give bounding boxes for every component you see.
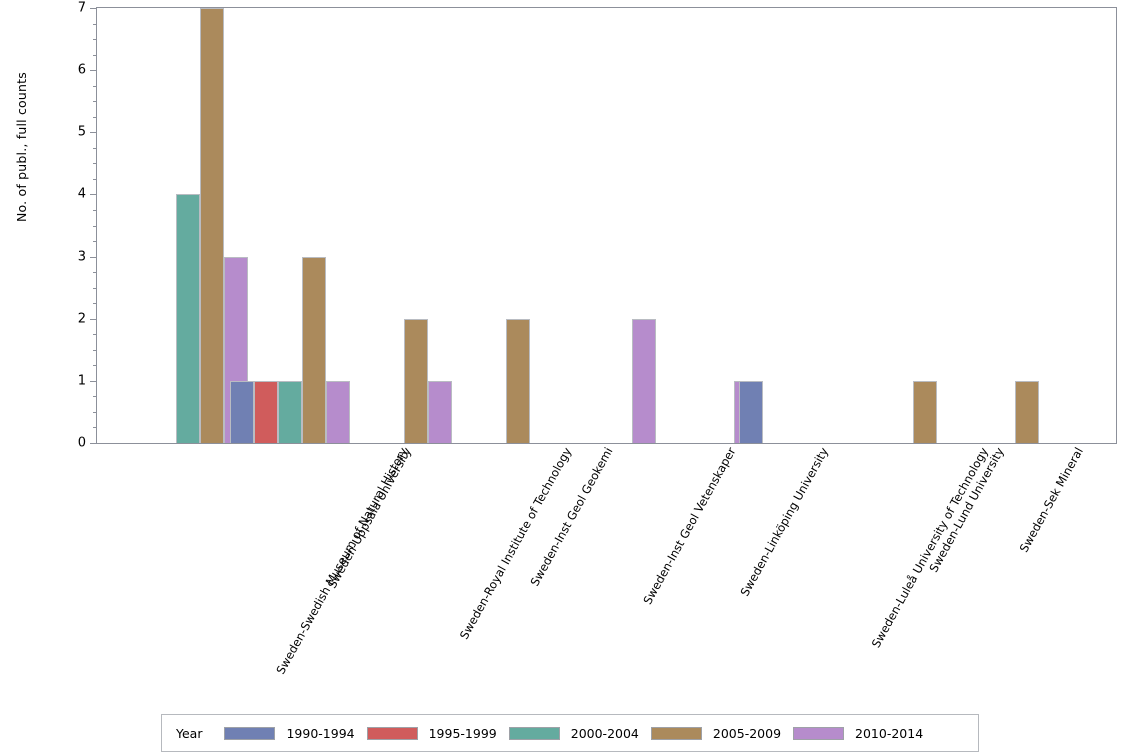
y-axis-minor-tick (93, 365, 97, 367)
bar (229, 380, 254, 443)
x-axis-tick-label: Sweden-Inst Geol Vetenskaper (639, 445, 739, 607)
bar (631, 318, 656, 443)
legend-title: Year (176, 725, 203, 741)
y-axis-minor-tick (93, 85, 97, 87)
bar (277, 380, 302, 443)
legend-entry[interactable]: 2000-2004 (508, 725, 639, 741)
legend-swatch-icon (650, 726, 702, 740)
x-axis-tick-label-wrap: Sweden-Inst Geol Vetenskaper (640, 445, 738, 607)
bar (403, 318, 428, 443)
y-axis-minor-tick (93, 116, 97, 118)
legend-label: 2000-2004 (570, 725, 639, 741)
legend-swatch-icon (508, 726, 560, 740)
bar (913, 380, 938, 443)
legend-swatch-icon (366, 726, 418, 740)
y-axis-tick-label: 5 (77, 124, 86, 140)
bar (739, 380, 764, 443)
y-axis-tick (90, 8, 97, 9)
y-axis-minor-tick (93, 287, 97, 289)
y-axis-minor-tick (93, 225, 97, 227)
y-axis-minor-tick (93, 54, 97, 56)
y-axis-minor-tick (93, 209, 97, 211)
y-axis-tick (90, 70, 97, 72)
plot-area: 0 1 2 3 4 5 6 7 (78, 1, 1116, 451)
y-axis-tick-label: 2 (77, 311, 86, 327)
bar (200, 8, 224, 443)
y-axis-tick (90, 194, 97, 196)
y-axis-minor-tick (93, 427, 97, 429)
y-axis-minor-tick (93, 303, 97, 305)
x-axis-tick-label-wrap: Sweden-Sek Mineral (1017, 445, 1086, 555)
x-axis-tick-label-wrap: Sweden-Linköping University (737, 445, 831, 599)
bar (1015, 380, 1040, 443)
x-axis-tick-label-wrap: Sweden-Inst Geol Geokemi (527, 445, 615, 589)
x-axis-tick-label-wrap: Sweden-Uppsala University (325, 445, 414, 591)
legend-entry[interactable]: 1990-1994 (224, 725, 355, 741)
legend-label: 1995-1999 (428, 725, 497, 741)
y-axis-minor-tick (93, 334, 97, 336)
y-axis-minor-tick (93, 349, 97, 351)
legend-label: 2005-2009 (712, 725, 782, 741)
bar (505, 318, 530, 443)
y-axis-minor-tick (93, 23, 97, 25)
y-axis-tick (90, 318, 97, 320)
bar (325, 380, 350, 443)
bar (301, 256, 326, 443)
y-axis-minor-tick (93, 178, 97, 180)
x-axis-tick-label: Sweden-Linköping University (736, 445, 831, 599)
y-axis-tick-label: 3 (77, 249, 86, 265)
legend-label: 2010-2014 (855, 725, 924, 741)
y-axis-title: No. of publ., full counts (14, 72, 29, 222)
y-axis-tick-label: 4 (77, 186, 86, 202)
y-axis-minor-tick (93, 147, 97, 149)
bar (427, 380, 452, 443)
legend-swatch-icon (793, 726, 845, 740)
legend-swatch-icon (224, 726, 276, 740)
y-axis-minor-tick (93, 396, 97, 398)
x-axis-tick-label: Sweden-Sek Mineral (1016, 445, 1087, 555)
x-axis-tick-label: Sweden-Inst Geol Geokemi (527, 445, 616, 589)
y-axis-tick (90, 256, 97, 258)
y-axis-tick (90, 443, 97, 444)
y-axis-minor-tick (93, 163, 97, 165)
x-axis-tick-label-wrap: Sweden-Luleå University of Technology (869, 445, 991, 650)
legend-entry[interactable]: 2005-2009 (650, 725, 782, 741)
y-axis-minor-tick (93, 241, 97, 243)
y-axis-minor-tick (93, 101, 97, 103)
plot-frame: 0 1 2 3 4 5 6 7 (78, 1, 1117, 451)
y-axis-tick-label: 0 (77, 435, 86, 451)
x-axis-labels: Sweden-Swedish Museum of Natural History… (96, 445, 1117, 695)
legend-entry[interactable]: 1995-1999 (366, 725, 497, 741)
x-axis-tick-label: Sweden-Luleå University of Technology (869, 445, 992, 651)
y-axis-minor-tick (93, 39, 97, 41)
y-axis-minor-tick (93, 411, 97, 413)
chart-legend: Year 1990-1994 1995-1999 2000-2004 2005-200… (161, 714, 979, 752)
y-axis-tick-label: 6 (77, 62, 86, 78)
y-axis-tick-label: 1 (77, 373, 86, 389)
x-axis-tick-label: Sweden-Uppsala University (324, 445, 414, 591)
legend-entry[interactable]: 2010-2014 (793, 726, 923, 741)
y-axis-tick (90, 380, 97, 382)
y-axis-minor-tick (93, 272, 97, 274)
y-axis-tick (90, 132, 97, 134)
y-axis-tick-label: 7 (77, 0, 86, 16)
bar (176, 194, 200, 443)
legend-label: 1990-1994 (286, 725, 355, 741)
legend-entries: 1990-1994 1995-1999 2000-2004 2005-2009 2010… (212, 726, 923, 741)
bar (253, 380, 278, 443)
